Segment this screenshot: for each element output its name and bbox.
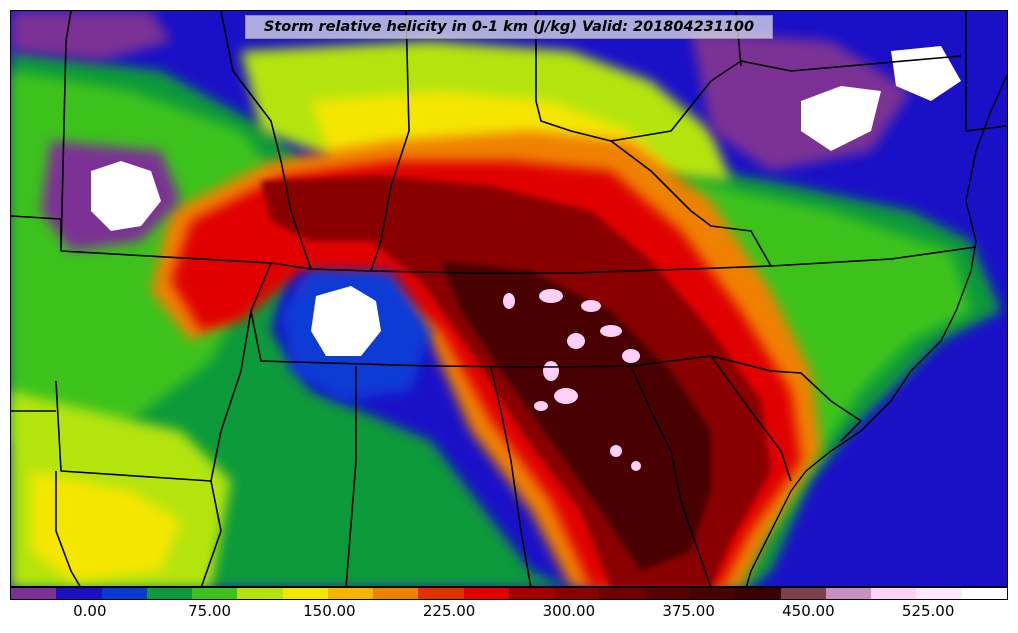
white-patch-west xyxy=(91,161,161,231)
white-patch-north xyxy=(801,86,881,151)
colorbar-segment xyxy=(599,588,645,599)
field-yellow-sw xyxy=(31,471,181,581)
map-title: Storm relative helicity in 0-1 km (J/kg)… xyxy=(263,19,755,35)
colorbar-segment xyxy=(644,588,690,599)
colorbar-segment xyxy=(418,588,464,599)
helicity-field-map xyxy=(11,11,1007,586)
colorbar-tick-label: 450.00 xyxy=(782,602,835,620)
colorbar-segment xyxy=(961,588,1007,599)
colorbar-segment xyxy=(327,588,374,599)
coastline xyxy=(745,73,1007,586)
colorbar-segment xyxy=(916,588,962,599)
colorbar-tick-labels: 0.00 75.00 150.00 225.00 300.00 375.00 450.00 5… xyxy=(10,600,1008,633)
white-patch-central xyxy=(311,286,381,356)
colorbar-segment xyxy=(871,588,917,599)
title-banner: Storm relative helicity in 0-1 km (J/kg)… xyxy=(245,15,773,39)
colorbar-segment xyxy=(554,588,600,599)
colorbar-segment xyxy=(237,588,283,599)
colorbar-segment xyxy=(735,588,781,599)
colorbar-segment xyxy=(689,588,736,599)
field-purple-nw xyxy=(11,11,171,61)
white-patch-ne xyxy=(891,46,961,101)
colorbar-segment xyxy=(282,588,328,599)
colorbar-segment xyxy=(192,588,238,599)
colorbar xyxy=(10,587,1008,600)
colorbar-tick-label: 525.00 xyxy=(901,602,955,620)
colorbar-segment xyxy=(780,588,826,599)
extreme-patches xyxy=(91,46,961,471)
colorbar-tick-label: 0.00 xyxy=(73,602,107,620)
colorbar-tick-label: 225.00 xyxy=(422,602,476,620)
map-panel xyxy=(10,10,1008,587)
colorbar-segment xyxy=(373,588,419,599)
field-maroon-core xyxy=(441,261,711,571)
colorbar-segment xyxy=(101,588,147,599)
colorbar-segment xyxy=(11,588,57,599)
colorbar-segment xyxy=(508,588,555,599)
colorbar-segment xyxy=(463,588,509,599)
pink-cells xyxy=(503,289,641,471)
colorbar-tick-label: 75.00 xyxy=(188,602,232,620)
colorbar-segment xyxy=(146,588,193,599)
colorbar-segment xyxy=(56,588,102,599)
colorbar-tick-label: 150.00 xyxy=(303,602,356,620)
colorbar-tick-label: 300.00 xyxy=(542,602,596,620)
colorbar-tick-label: 375.00 xyxy=(662,602,715,620)
colorbar-segment xyxy=(825,588,872,599)
